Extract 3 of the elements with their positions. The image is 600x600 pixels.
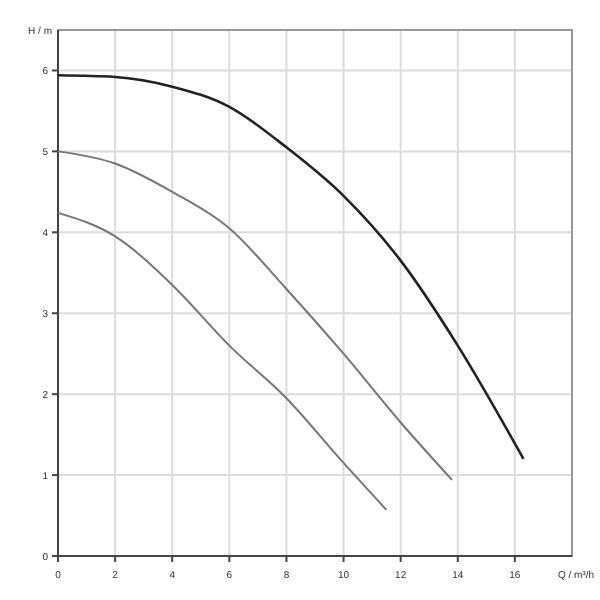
line-series [57,150,454,481]
line-series [56,74,525,461]
line-series [57,211,388,511]
